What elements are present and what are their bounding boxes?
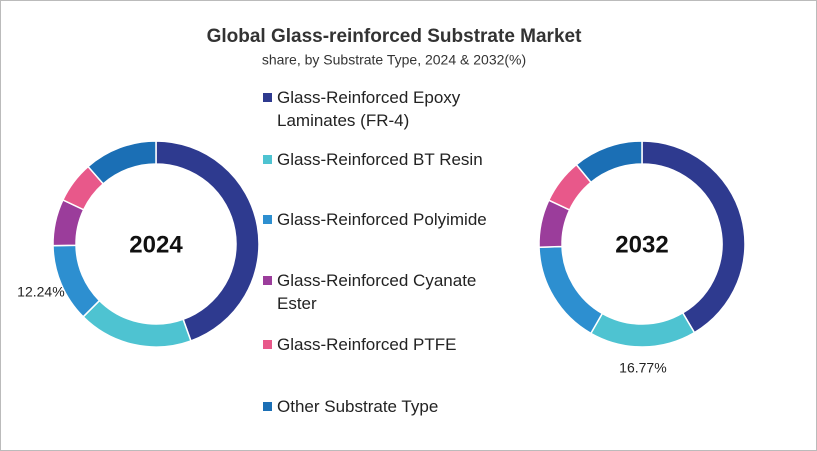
data-label: 12.24% — [17, 283, 64, 299]
legend-label: Glass-Reinforced Cyanate Ester — [277, 271, 477, 313]
center-label: 2032 — [615, 231, 668, 258]
legend-label: Glass-Reinforced BT Resin — [277, 150, 483, 169]
chart-subtitle: share, by Substrate Type, 2024 & 2032(%) — [262, 52, 526, 68]
legend-swatch — [263, 402, 272, 411]
legend-entry: Glass-Reinforced Cyanate Ester — [263, 269, 517, 315]
donut-slice — [575, 140, 643, 184]
center-label: 2024 — [129, 231, 183, 258]
legend-entry: Glass-Reinforced Polyimide — [263, 208, 517, 231]
chart-title: Global Glass-reinforced Substrate Market — [207, 26, 583, 47]
legend-entry: Glass-Reinforced Epoxy Laminates (FR-4) — [263, 86, 517, 132]
donut-slice — [589, 311, 696, 348]
legend-entry: Glass-Reinforced BT Resin — [263, 148, 517, 171]
legend-label: Glass-Reinforced PTFE — [277, 335, 457, 354]
legend-entry: Glass-Reinforced PTFE — [263, 333, 517, 356]
legend-entry: Other Substrate Type — [263, 395, 517, 418]
donut-slice — [82, 299, 192, 348]
legend-swatch — [263, 215, 272, 224]
legend-label: Other Substrate Type — [277, 397, 439, 416]
donut-slice — [52, 244, 101, 318]
donut-slice — [87, 140, 157, 185]
data-label: 16.77% — [619, 360, 666, 376]
legend-swatch — [263, 155, 272, 164]
legend-label: Glass-Reinforced Polyimide — [277, 210, 487, 229]
legend-swatch — [263, 276, 272, 285]
legend-label: Glass-Reinforced Epoxy Laminates (FR-4) — [277, 88, 461, 130]
legend-swatch — [263, 340, 272, 349]
donut-slice — [538, 245, 604, 335]
legend-swatch — [263, 93, 272, 102]
